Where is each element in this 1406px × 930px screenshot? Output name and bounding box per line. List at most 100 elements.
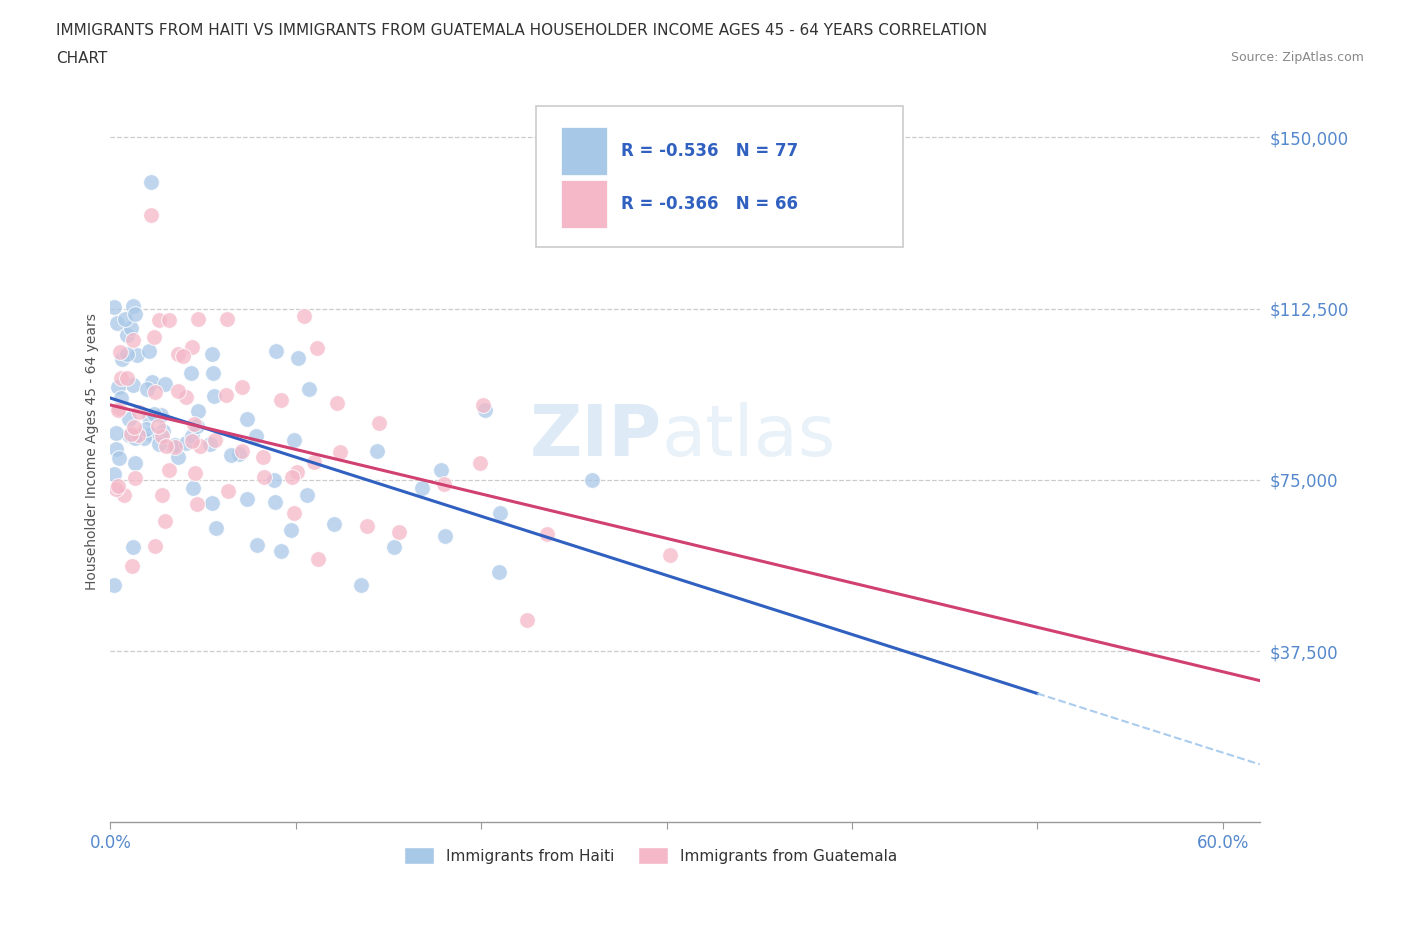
Point — [187, 312, 209, 326]
Point — [141, 375, 163, 390]
Point — [204, 389, 226, 404]
Point — [166, 347, 188, 362]
Point — [350, 578, 373, 592]
Point — [411, 481, 433, 496]
Point — [236, 492, 259, 507]
Point — [139, 427, 162, 442]
Point — [186, 418, 208, 433]
Point — [124, 431, 146, 445]
Point — [180, 365, 202, 380]
Text: CHART: CHART — [56, 51, 108, 66]
Point — [488, 565, 510, 579]
Point — [263, 473, 285, 488]
Point — [163, 437, 186, 452]
Point — [150, 407, 173, 422]
Point — [430, 463, 453, 478]
Point — [270, 543, 292, 558]
Point — [135, 422, 157, 437]
Point — [516, 613, 538, 628]
Point — [152, 429, 174, 444]
Point — [366, 444, 388, 458]
Point — [145, 538, 167, 553]
Point — [323, 517, 346, 532]
Bar — [561, 180, 607, 229]
Point — [111, 352, 134, 366]
Point — [215, 388, 238, 403]
Point — [143, 329, 166, 344]
Legend: Immigrants from Haiti, Immigrants from Guatemala: Immigrants from Haiti, Immigrants from G… — [398, 841, 904, 870]
Point — [304, 455, 326, 470]
Point — [141, 207, 163, 222]
Point — [204, 521, 226, 536]
Point — [136, 381, 159, 396]
Point — [292, 308, 315, 323]
Point — [143, 385, 166, 400]
Point — [124, 471, 146, 485]
Point — [157, 463, 180, 478]
Point — [110, 370, 132, 385]
Point — [280, 523, 302, 538]
Point — [110, 391, 132, 405]
Point — [107, 403, 129, 418]
Point — [103, 299, 125, 314]
Point — [281, 470, 304, 485]
Point — [167, 384, 190, 399]
Text: R = -0.536   N = 77: R = -0.536 N = 77 — [620, 142, 799, 160]
Text: R = -0.366   N = 66: R = -0.366 N = 66 — [620, 195, 797, 213]
Point — [186, 497, 208, 512]
Point — [120, 321, 142, 336]
Point — [388, 525, 411, 539]
Text: Source: ZipAtlas.com: Source: ZipAtlas.com — [1230, 51, 1364, 64]
Point — [187, 404, 209, 418]
Point — [183, 417, 205, 432]
Point — [201, 496, 224, 511]
Point — [146, 418, 169, 433]
Point — [127, 428, 149, 443]
Point — [253, 470, 276, 485]
Point — [264, 494, 287, 509]
Point — [433, 477, 456, 492]
Point — [125, 348, 148, 363]
Point — [236, 411, 259, 426]
Point — [181, 480, 204, 495]
Point — [184, 466, 207, 481]
Point — [128, 405, 150, 419]
Point — [295, 487, 318, 502]
Point — [120, 426, 142, 441]
Point — [103, 467, 125, 482]
Point — [115, 327, 138, 342]
Point — [139, 175, 162, 190]
Point — [217, 484, 239, 498]
Point — [287, 351, 309, 365]
Point — [118, 412, 141, 427]
Point — [104, 425, 127, 440]
Point — [181, 428, 204, 443]
Point — [245, 429, 267, 444]
Point — [270, 392, 292, 407]
Point — [228, 447, 250, 462]
Point — [219, 447, 242, 462]
Point — [150, 487, 173, 502]
Point — [472, 398, 495, 413]
Point — [157, 313, 180, 328]
Point — [112, 488, 135, 503]
Point — [155, 513, 177, 528]
Point — [124, 456, 146, 471]
Point — [117, 370, 139, 385]
Point — [107, 479, 129, 494]
Point — [138, 409, 160, 424]
Point — [307, 551, 329, 566]
Point — [148, 312, 170, 327]
Point — [368, 416, 391, 431]
Point — [231, 444, 253, 458]
Point — [172, 348, 194, 363]
Point — [204, 432, 226, 447]
Point — [283, 432, 305, 447]
Point — [121, 299, 143, 313]
Y-axis label: Householder Income Ages 45 - 64 years: Householder Income Ages 45 - 64 years — [86, 312, 100, 590]
Point — [104, 441, 127, 456]
Point — [201, 365, 224, 380]
Point — [148, 437, 170, 452]
Point — [118, 428, 141, 443]
Point — [283, 505, 305, 520]
